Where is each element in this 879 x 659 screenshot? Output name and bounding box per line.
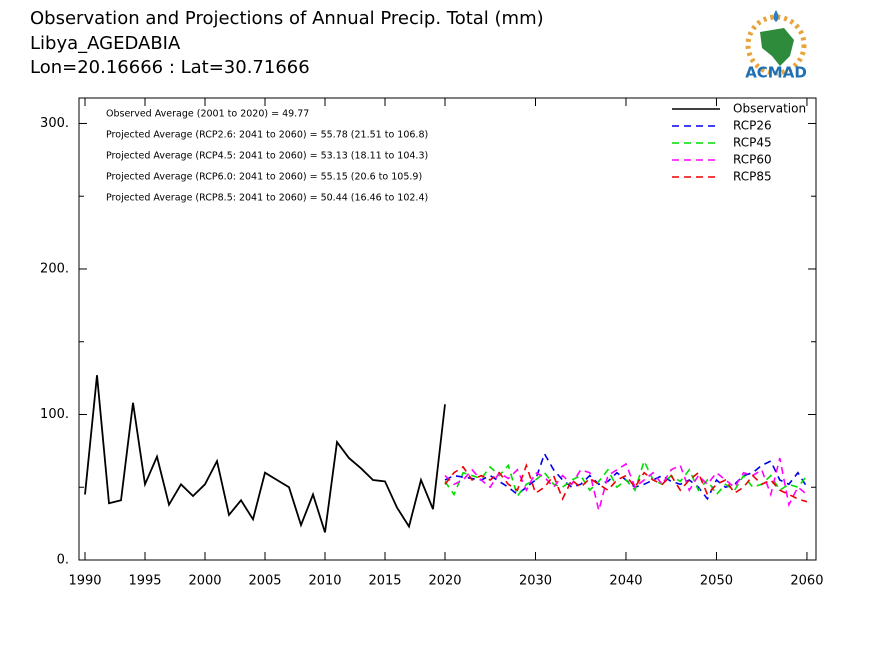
y-tick-label: 0. — [57, 553, 69, 568]
legend-label: RCP45 — [733, 136, 772, 150]
y-tick-label: 200. — [40, 261, 69, 276]
series-line — [444, 457, 808, 511]
x-tick-label: 2040 — [609, 574, 642, 589]
logo-africa — [760, 28, 794, 66]
annotation: Projected Average (RCP6.0: 2041 to 2060)… — [106, 172, 422, 183]
x-tick-label: 2000 — [188, 574, 221, 589]
y-tick-label: 300. — [40, 116, 69, 131]
chart-location: Lon=20.16666 : Lat=30.71666 — [30, 57, 310, 78]
series-line — [444, 458, 808, 498]
series-line — [444, 462, 808, 503]
y-tick-label: 100. — [40, 407, 69, 422]
series-line — [84, 375, 446, 533]
x-tick-label: 2030 — [519, 574, 552, 589]
x-tick-label: 2060 — [790, 574, 823, 589]
x-tick-label: 2010 — [308, 574, 341, 589]
logo-text: ACMAD — [745, 64, 807, 82]
legend-label: Observation — [733, 102, 806, 116]
legend-label: RCP26 — [733, 119, 772, 133]
chart-title: Observation and Projections of Annual Pr… — [30, 8, 544, 29]
x-tick-label: 2005 — [248, 574, 281, 589]
annotation: Observed Average (2001 to 2020) = 49.77 — [106, 109, 309, 120]
chart-subtitle: Libya_AGEDABIA — [30, 33, 181, 54]
x-tick-label: 2015 — [368, 574, 401, 589]
legend-label: RCP85 — [733, 170, 772, 184]
annotation: Projected Average (RCP2.6: 2041 to 2060)… — [106, 130, 428, 141]
annotation: Projected Average (RCP8.5: 2041 to 2060)… — [106, 193, 428, 204]
logo-ring — [745, 14, 807, 76]
x-tick-label: 2050 — [700, 574, 733, 589]
legend-label: RCP60 — [733, 153, 772, 167]
annotation: Projected Average (RCP4.5: 2041 to 2060)… — [106, 151, 428, 162]
plot-frame — [78, 97, 817, 561]
logo-drop — [773, 10, 779, 22]
x-tick-label: 1990 — [68, 574, 101, 589]
logo: ACMAD — [745, 10, 807, 82]
x-tick-label: 2020 — [428, 574, 461, 589]
x-tick-label: 1995 — [128, 574, 161, 589]
